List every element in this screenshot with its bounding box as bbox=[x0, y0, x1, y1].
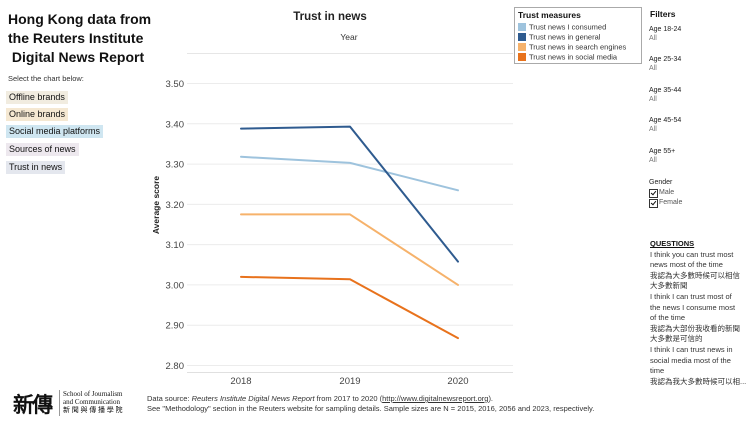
y-tick-label: 2.90 bbox=[166, 321, 185, 332]
x-tick-label: 2018 bbox=[230, 376, 251, 387]
logo-divider bbox=[59, 390, 60, 416]
nav-trust-in-news[interactable]: Trust in news bbox=[6, 161, 66, 174]
logo-text-line-1: School of Journalism bbox=[63, 390, 123, 398]
legend-item-search[interactable]: Trust news in search engines bbox=[518, 42, 626, 52]
question-line: I think you can trust most bbox=[650, 249, 734, 259]
legend: Trust measures Trust news I consumed Tru… bbox=[514, 7, 642, 64]
footer-note: Data source: Reuters Institute Digital N… bbox=[147, 394, 594, 414]
question-line: I think I can trust news in bbox=[650, 344, 733, 354]
page-title-line-1: Hong Kong data from bbox=[8, 11, 152, 27]
page-title: Hong Kong data from the Reuters Institut… bbox=[8, 10, 158, 67]
y-tick-label: 3.40 bbox=[166, 119, 185, 130]
legend-title: Trust measures bbox=[518, 10, 581, 20]
chart-title: Trust in news bbox=[293, 11, 367, 23]
legend-item-consumed[interactable]: Trust news I consumed bbox=[518, 22, 606, 32]
select-hint: Select the chart below: bbox=[8, 74, 84, 83]
nav-sources-of-news[interactable]: Sources of news bbox=[6, 143, 79, 156]
y-tick-label: 3.10 bbox=[166, 240, 185, 251]
question-line: 我認為大部份我收看的新聞 bbox=[650, 323, 740, 333]
filter-age-35-44-label: Age 35-44 bbox=[649, 87, 682, 94]
filter-age-18-24-label: Age 18-24 bbox=[649, 26, 682, 33]
logo-mark: 新傳 bbox=[13, 392, 53, 417]
question-line: time bbox=[650, 366, 665, 376]
nav-online-brands[interactable]: Online brands bbox=[6, 108, 69, 121]
gender-option-female-label: Female bbox=[659, 199, 683, 206]
question-line: the news I consume most bbox=[650, 302, 736, 312]
footer-source-name: Reuters Institute Digital News Report bbox=[191, 394, 315, 403]
question-line: 我認為大多數時候可以相信 bbox=[650, 270, 740, 280]
x-tick-label: 2019 bbox=[339, 376, 360, 387]
column-header: Year bbox=[340, 32, 357, 42]
footer-prefix: Data source: bbox=[147, 394, 192, 403]
gender-option-female[interactable]: Female bbox=[649, 198, 682, 208]
x-tick-label: 2020 bbox=[447, 376, 468, 387]
legend-label-consumed: Trust news I consumed bbox=[529, 22, 607, 32]
footer-mid: from 2017 to 2020 ( bbox=[314, 394, 383, 403]
filter-age-18-24-value[interactable]: All bbox=[649, 35, 657, 42]
question-line: news most of the time bbox=[650, 260, 723, 270]
y-tick-label: 3.30 bbox=[166, 160, 185, 171]
y-tick-label: 3.50 bbox=[166, 79, 185, 90]
series-line-trust-news-in-social-media bbox=[240, 275, 459, 340]
question-line: 我認為我大多數時候可以相... bbox=[650, 376, 747, 386]
question-line: I think I can trust most of bbox=[650, 291, 732, 301]
legend-swatch-search bbox=[518, 43, 526, 52]
question-line: 大多數是可信的 bbox=[650, 334, 703, 344]
logo-text: School of Journalism and Communication 新… bbox=[63, 390, 123, 414]
series-line-trust-news-in-general bbox=[240, 125, 459, 263]
gender-option-male-label: Male bbox=[659, 189, 675, 196]
legend-swatch-consumed bbox=[518, 23, 526, 32]
y-axis-title: Average score bbox=[151, 176, 161, 235]
filter-age-45-54-value[interactable]: All bbox=[649, 126, 657, 133]
filter-age-25-34-value[interactable]: All bbox=[649, 65, 657, 72]
source-link[interactable]: http://www.digitalnewsreport.org bbox=[382, 394, 489, 403]
filter-age-25-34-label: Age 25-34 bbox=[649, 56, 682, 63]
filter-age-45-54-label: Age 45-54 bbox=[649, 117, 682, 124]
series-line-trust-news-in-search-engines bbox=[240, 213, 459, 286]
legend-swatch-general bbox=[518, 33, 526, 42]
female-checkbox[interactable] bbox=[649, 198, 658, 208]
footer-suffix: ). bbox=[488, 394, 494, 403]
y-tick-label: 3.20 bbox=[166, 200, 185, 211]
legend-label-social: Trust news in social media bbox=[529, 52, 618, 62]
legend-item-social[interactable]: Trust news in social media bbox=[518, 52, 617, 62]
filter-age-55-value[interactable]: All bbox=[649, 157, 657, 164]
page-title-line-3: Digital News Report bbox=[8, 49, 145, 65]
question-line: 大多數新聞 bbox=[650, 281, 688, 291]
legend-label-general: Trust news in general bbox=[529, 32, 601, 42]
y-tick-label: 2.80 bbox=[166, 361, 185, 372]
nav-social-media-platforms[interactable]: Social media platforms bbox=[6, 125, 104, 138]
footer-line-2: See "Methodology" section in the Reuters… bbox=[147, 404, 595, 413]
gender-option-male[interactable]: Male bbox=[649, 188, 674, 198]
filter-age-55-label: Age 55+ bbox=[649, 148, 676, 155]
filter-gender-label: Gender bbox=[649, 179, 673, 186]
page-title-line-2: the Reuters Institute bbox=[8, 30, 144, 46]
questions-title: QUESTIONS bbox=[650, 239, 695, 248]
question-line: social media most of the bbox=[650, 355, 731, 365]
legend-label-search: Trust news in search engines bbox=[529, 42, 627, 52]
question-line: of the time bbox=[650, 313, 686, 323]
filters-title: Filters bbox=[650, 9, 676, 19]
questions-panel: QUESTIONS I think you can trust most new… bbox=[650, 239, 747, 387]
legend-swatch-social bbox=[518, 53, 526, 62]
male-checkbox[interactable] bbox=[649, 188, 658, 198]
logo-text-line-3: 新 聞 與 傳 播 學 院 bbox=[63, 406, 123, 414]
nav-offline-brands[interactable]: Offline brands bbox=[6, 91, 68, 104]
filter-age-35-44-value[interactable]: All bbox=[649, 96, 657, 103]
logo-text-line-2: and Communication bbox=[63, 398, 120, 406]
series-line-trust-news-i-consumed bbox=[240, 155, 459, 192]
legend-item-general[interactable]: Trust news in general bbox=[518, 32, 600, 42]
footer-line-1: Data source: Reuters Institute Digital N… bbox=[147, 394, 594, 404]
y-tick-label: 3.00 bbox=[166, 280, 185, 291]
